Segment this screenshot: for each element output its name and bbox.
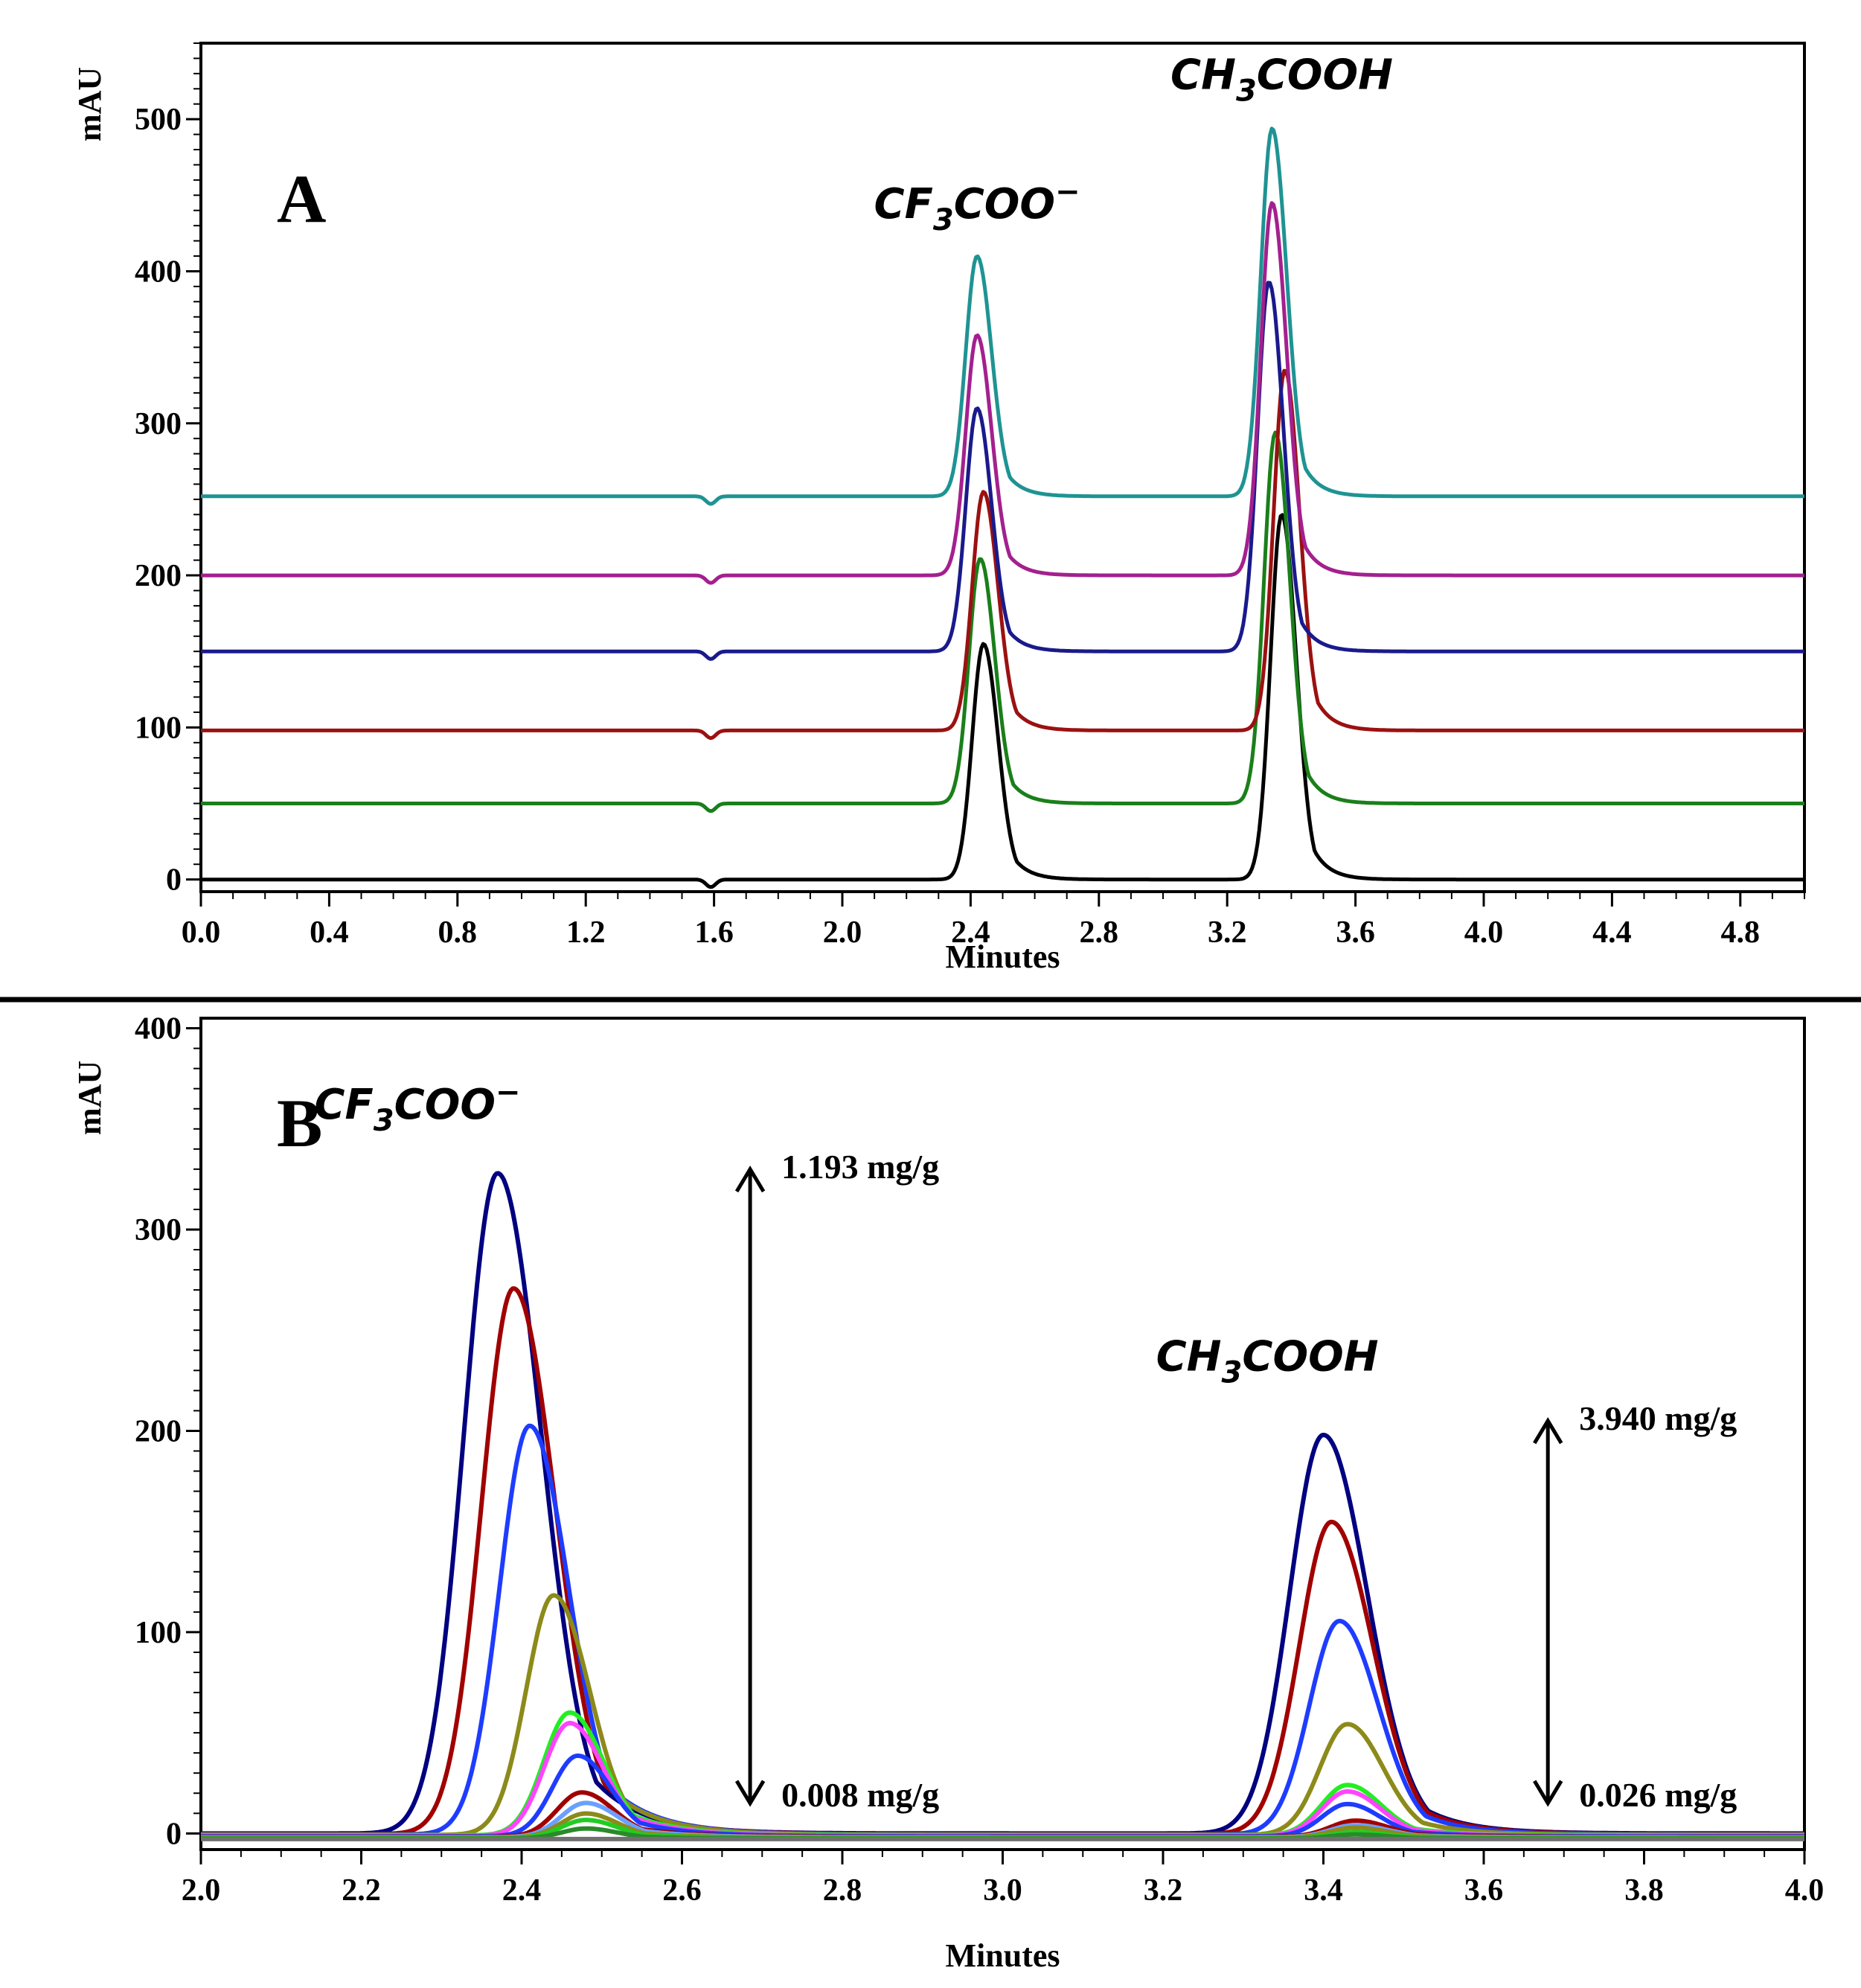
trace-group-b (200, 1171, 1805, 1841)
axis-ticks-b: 2.0 2.2 2.4 2.6 2.8 3.0 3.2 3.4 3.6 3.8 4.0 0 100 200… (135, 1012, 1824, 1908)
range-high-label-cf3: 1.193 mg/g (781, 1148, 939, 1186)
chromatogram-trace-trace-6 (200, 127, 1805, 506)
y-tick-label: 300 (135, 407, 182, 441)
chromatogram-trace-trace-4 (200, 281, 1805, 661)
x-tick-label: 2.0 (182, 1873, 221, 1908)
y-tick-label: 200 (135, 559, 182, 593)
concentration-ranges-b: 1.193 mg/g 0.008 mg/g 3.940 mg/g 0.026 mg/g (734, 1148, 1737, 1814)
peak-label-ch3cooh: CH3COOH (1170, 51, 1393, 108)
y-tick-label: 100 (135, 711, 182, 745)
x-tick-label: 2.8 (823, 1873, 862, 1908)
x-tick-label: 2.4 (502, 1873, 542, 1908)
arrow-head-down-cf3 (734, 1780, 766, 1807)
y-tick-label: 200 (135, 1414, 182, 1448)
trace-group-a (200, 127, 1805, 889)
peak-label-cf3coo: CF3COO− (874, 175, 1080, 237)
chromatogram-trace-trace-3 (200, 368, 1805, 741)
x-tick-label: 0.4 (310, 915, 349, 950)
x-tick-label: 3.2 (1144, 1873, 1183, 1908)
y-tick-label: 0 (166, 1817, 182, 1851)
x-tick-label: 2.8 (1080, 915, 1119, 950)
x-tick-label: 2.4 (951, 915, 990, 950)
x-tick-label: 3.8 (1624, 1873, 1664, 1908)
x-tick-label: 2.2 (342, 1873, 381, 1908)
x-tick-label: 4.0 (1785, 1873, 1825, 1908)
x-axis-label-b: Minutes (946, 1937, 1060, 1974)
x-tick-label: 0.0 (182, 915, 221, 950)
y-axis-label-b: mAU (71, 1061, 108, 1135)
x-tick-label: 4.8 (1721, 915, 1761, 950)
range-high-label-ch3: 3.940 mg/g (1579, 1399, 1737, 1437)
x-axis-label-a: Minutes (946, 939, 1060, 975)
peak-label-cf3coo: CF3COO− (314, 1075, 520, 1138)
x-tick-label: 4.0 (1464, 915, 1504, 950)
chromatogram-panel-b: 2.0 2.2 2.4 2.6 2.8 3.0 3.2 3.4 3.6 3.8 4.0 0 100 200… (71, 1012, 1824, 1974)
x-tick-label: 2.0 (823, 915, 862, 950)
peak-annotations-a: CF3COO− CH3COOH (874, 51, 1393, 237)
x-tick-label: 0.8 (438, 915, 478, 950)
arrow-head-down-ch3 (1533, 1780, 1563, 1807)
range-low-label-ch3: 0.026 mg/g (1579, 1776, 1737, 1814)
y-tick-label: 0 (166, 863, 182, 898)
y-tick-label: 300 (135, 1213, 182, 1247)
x-tick-label: 3.6 (1464, 1873, 1504, 1908)
peak-annotations-b: CF3COO− CH3COOH (314, 1075, 1378, 1390)
arrow-head-up-ch3 (1533, 1417, 1563, 1445)
panel-label-b: B (277, 1085, 322, 1161)
x-tick-label: 3.6 (1336, 915, 1375, 950)
x-tick-label: 3.4 (1304, 1873, 1343, 1908)
chromatogram-trace-trace-5 (200, 201, 1805, 585)
x-tick-label: 4.4 (1592, 915, 1632, 950)
x-tick-label: 2.6 (662, 1873, 702, 1908)
y-tick-label: 500 (135, 103, 182, 137)
panel-label-a: A (277, 161, 326, 237)
x-tick-label: 3.0 (983, 1873, 1022, 1908)
peak-label-ch3cooh: CH3COOH (1156, 1332, 1379, 1390)
y-tick-label: 400 (135, 1012, 182, 1046)
axis-ticks-a: 0.0 0.4 0.8 1.2 1.6 2.0 2.4 2.8 3.2 3.6 4.0 4.4 4.8 0… (135, 42, 1805, 950)
range-low-label-cf3: 0.008 mg/g (781, 1776, 939, 1814)
y-tick-label: 400 (135, 255, 182, 289)
chromatogram-trace-trace-2 (200, 430, 1805, 814)
y-axis-label-a: mAU (71, 67, 108, 141)
y-tick-label: 100 (135, 1616, 182, 1650)
x-tick-label: 3.2 (1208, 915, 1247, 950)
x-tick-label: 1.2 (566, 915, 606, 950)
arrow-head-up-cf3 (734, 1165, 766, 1193)
chromatogram-trace-trace-1 (200, 513, 1805, 889)
chromatogram-panel-a: 0.0 0.4 0.8 1.2 1.6 2.0 2.4 2.8 3.2 3.6 4.0 4.4 4.8 0… (71, 42, 1806, 975)
x-tick-label: 1.6 (694, 915, 734, 950)
